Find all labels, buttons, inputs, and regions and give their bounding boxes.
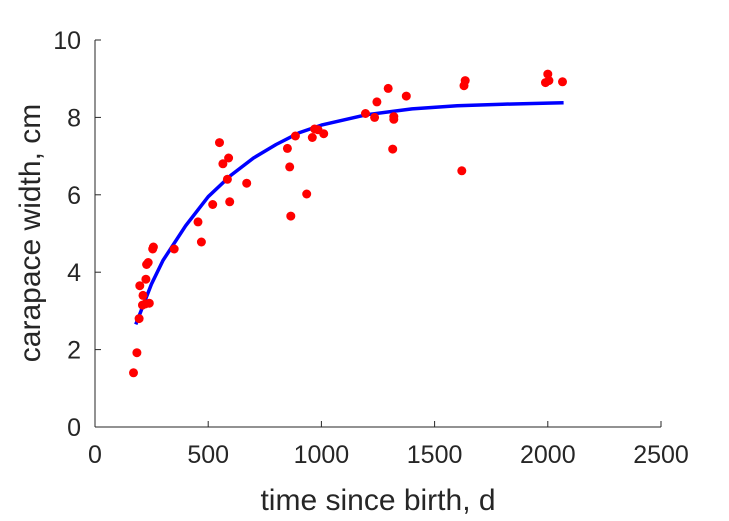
data-point (135, 281, 145, 291)
data-point (143, 258, 153, 267)
data-point (286, 211, 296, 221)
tick-labels: 0 500 1000 1500 2000 2500 0 2 4 6 8 10 (53, 27, 689, 469)
data-point (383, 83, 393, 93)
data-point (132, 348, 142, 358)
data-point (138, 290, 148, 300)
y-tick-label: 8 (67, 104, 81, 132)
data-point (285, 162, 295, 172)
data-point (302, 189, 312, 199)
data-point (144, 298, 154, 308)
data-point (388, 144, 398, 154)
data-point (193, 217, 203, 227)
data-point (460, 76, 470, 86)
data-point (215, 138, 224, 148)
x-tick-label: 2000 (520, 441, 576, 469)
data-point (208, 200, 218, 209)
x-tick-label: 0 (88, 441, 102, 469)
data-point (544, 76, 554, 86)
data-point (169, 244, 179, 254)
data-point (319, 129, 329, 139)
data-point (389, 112, 399, 122)
data-point (218, 159, 228, 169)
data-point (224, 153, 234, 163)
data-point (457, 166, 467, 176)
ticks (94, 39, 662, 428)
data-point (134, 314, 144, 324)
y-tick-label: 0 (67, 414, 81, 442)
x-tick-label: 1500 (407, 441, 463, 469)
data-point (307, 133, 317, 142)
data-point (225, 197, 235, 207)
data-point (242, 178, 252, 188)
fit-curve-layer (134, 100, 564, 326)
data-point (148, 242, 158, 252)
data-point (401, 91, 411, 101)
y-tick-label: 2 (67, 337, 81, 365)
data-point (290, 131, 300, 141)
y-tick-label: 10 (53, 27, 81, 55)
y-tick-label: 4 (67, 259, 81, 287)
axes (94, 40, 661, 428)
data-point (222, 174, 232, 184)
x-tick-label: 1000 (294, 441, 350, 469)
data-point (141, 274, 151, 284)
x-axis-title: time since birth, d (260, 484, 495, 517)
data-point (361, 109, 370, 118)
y-axis-title: carapace width, cm (14, 104, 47, 362)
fit-curve (134, 100, 564, 326)
data-points-layer (129, 69, 567, 378)
x-tick-label: 2500 (633, 441, 689, 469)
y-tick-label: 6 (67, 182, 81, 210)
data-point (282, 143, 292, 153)
data-point (196, 237, 206, 247)
x-tick-label: 500 (187, 441, 229, 469)
data-point (370, 112, 380, 122)
data-point (129, 368, 138, 378)
data-point (558, 77, 567, 87)
data-point (372, 97, 382, 107)
